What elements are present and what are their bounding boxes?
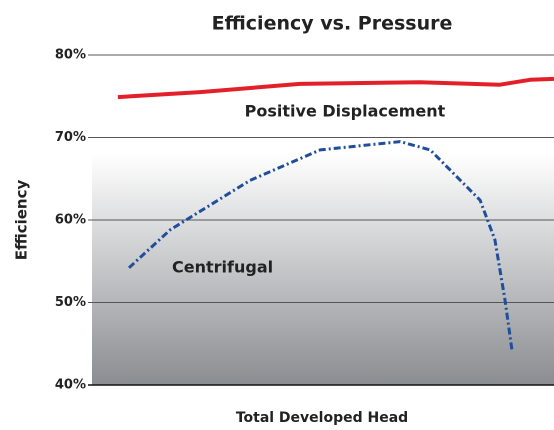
y-tick-label: 70%	[55, 130, 86, 145]
series-label: Centrifugal	[172, 258, 273, 277]
series-line	[117, 76, 554, 100]
series-label: Positive Displacement	[245, 102, 446, 121]
chart-title: Efficiency vs. Pressure	[212, 13, 453, 35]
y-axis-label: Efficiency	[13, 180, 31, 261]
y-tick-label: 60%	[55, 213, 86, 228]
y-tick-label: 80%	[55, 48, 86, 63]
y-tick-label: 50%	[55, 295, 86, 310]
x-axis-label: Total Developed Head	[236, 410, 408, 426]
y-tick-label: 40%	[55, 378, 86, 393]
series-line	[127, 140, 514, 351]
